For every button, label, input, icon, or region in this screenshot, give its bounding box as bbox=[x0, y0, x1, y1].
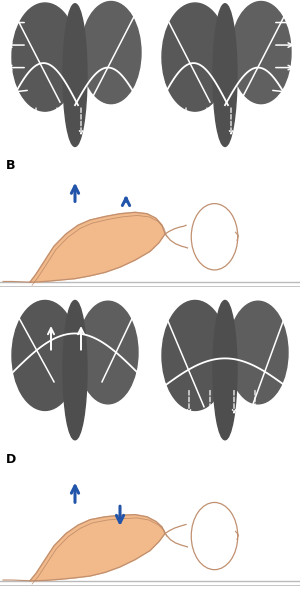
Text: C: C bbox=[6, 301, 15, 314]
Text: A: A bbox=[6, 5, 16, 17]
Ellipse shape bbox=[162, 300, 228, 411]
Ellipse shape bbox=[63, 4, 87, 147]
Ellipse shape bbox=[12, 3, 78, 111]
Polygon shape bbox=[30, 514, 165, 581]
Ellipse shape bbox=[231, 2, 291, 104]
Ellipse shape bbox=[191, 204, 238, 270]
Ellipse shape bbox=[81, 2, 141, 104]
Ellipse shape bbox=[162, 3, 228, 111]
Ellipse shape bbox=[12, 300, 78, 411]
Ellipse shape bbox=[213, 300, 237, 440]
Ellipse shape bbox=[191, 502, 238, 570]
Ellipse shape bbox=[213, 4, 237, 147]
Text: D: D bbox=[5, 452, 16, 465]
Polygon shape bbox=[30, 212, 165, 282]
Ellipse shape bbox=[63, 300, 87, 440]
Text: B: B bbox=[5, 159, 15, 172]
Ellipse shape bbox=[78, 301, 138, 404]
Ellipse shape bbox=[228, 301, 288, 404]
